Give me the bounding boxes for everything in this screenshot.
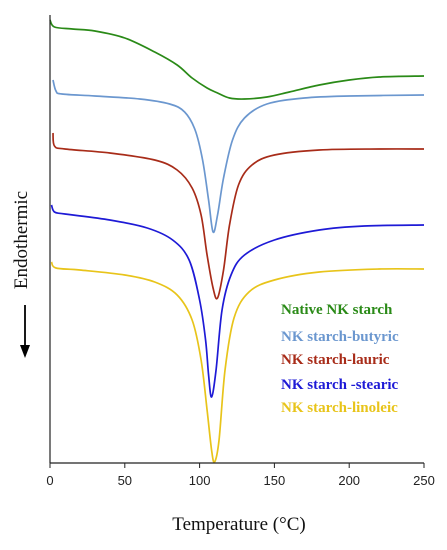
series-line-2 <box>52 79 425 234</box>
down-arrow-icon <box>20 305 30 358</box>
x-tick-label: 200 <box>338 473 360 488</box>
legend-entry-5: NK starch-linoleic <box>281 400 398 416</box>
y-axis-title-group: Endothermic <box>11 191 32 289</box>
y-axis-title: Endothermic <box>11 191 32 289</box>
x-axis-ticks: 0 50 100 150 200 250 <box>46 463 435 488</box>
legend-entry-2: NK starch-butyric <box>281 329 399 345</box>
series-line-3 <box>52 132 425 300</box>
legend-entry-3: NK starch-lauric <box>281 352 390 368</box>
series-line-4 <box>50 204 425 398</box>
x-tick-label: 150 <box>264 473 286 488</box>
x-axis-title: Temperature (°C) <box>172 514 305 535</box>
legend: Native NK starch NK starch-butyric NK star… <box>281 302 399 416</box>
x-tick-label: 50 <box>118 473 132 488</box>
x-tick-label: 100 <box>189 473 211 488</box>
legend-entry-4: NK starch -stearic <box>281 377 399 393</box>
legend-entry-1: Native NK starch <box>281 302 393 318</box>
x-tick-label: 0 <box>46 473 53 488</box>
curves-layer <box>49 19 425 464</box>
x-tick-label: 250 <box>413 473 435 488</box>
series-line-1 <box>49 19 425 100</box>
series-line-5 <box>50 261 425 464</box>
